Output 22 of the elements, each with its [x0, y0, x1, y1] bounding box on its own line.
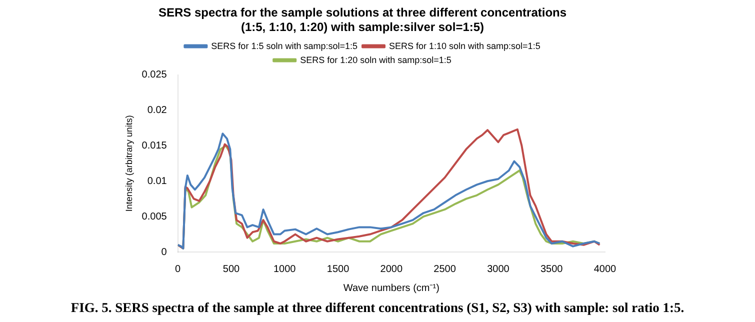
y-tick-label: 0.025	[142, 70, 168, 81]
x-tick-label: 500	[222, 264, 240, 275]
legend-label: SERS for 1:10 soln with samp:sol=1:5	[388, 40, 540, 51]
y-axis-title: Intensity (arbitrary units)	[124, 115, 134, 212]
x-tick-label: 1000	[273, 264, 296, 275]
y-tick-label: 0.01	[147, 176, 168, 187]
y-tick-label: 0.015	[142, 140, 168, 152]
x-tick-label: 4000	[594, 264, 617, 275]
x-tick-label: 3500	[540, 264, 564, 275]
legend-label: SERS for 1:5 soln with samp:sol=1:5	[211, 40, 358, 51]
x-tick-label: 1500	[326, 264, 350, 275]
x-tick-label: 0	[175, 264, 182, 275]
y-tick-label: 0	[161, 246, 168, 258]
caption: FIG. 5. SERS spectra of the sample at three different concentrations (S1, S2, S3) with sample: sol ratio 1:5.	[70, 300, 686, 316]
legend-label: SERS for 1:20 soln with samp:sol=1:5	[300, 54, 452, 65]
x-axis-title: Wave numbers (cm⁻¹)	[343, 282, 440, 294]
y-tick-label: 0.005	[142, 211, 168, 222]
y-tick-label: 0.02	[147, 104, 168, 116]
x-tick-label: 2000	[380, 264, 403, 275]
x-tick-label: 2500	[434, 264, 456, 275]
x-tick-label: 3000	[487, 264, 510, 275]
chart-title: SERS spectra for the sample solutions at three different concentrations (1:5, 1:10, 1:20) with sample:silver sol=1:5)	[158, 6, 567, 34]
